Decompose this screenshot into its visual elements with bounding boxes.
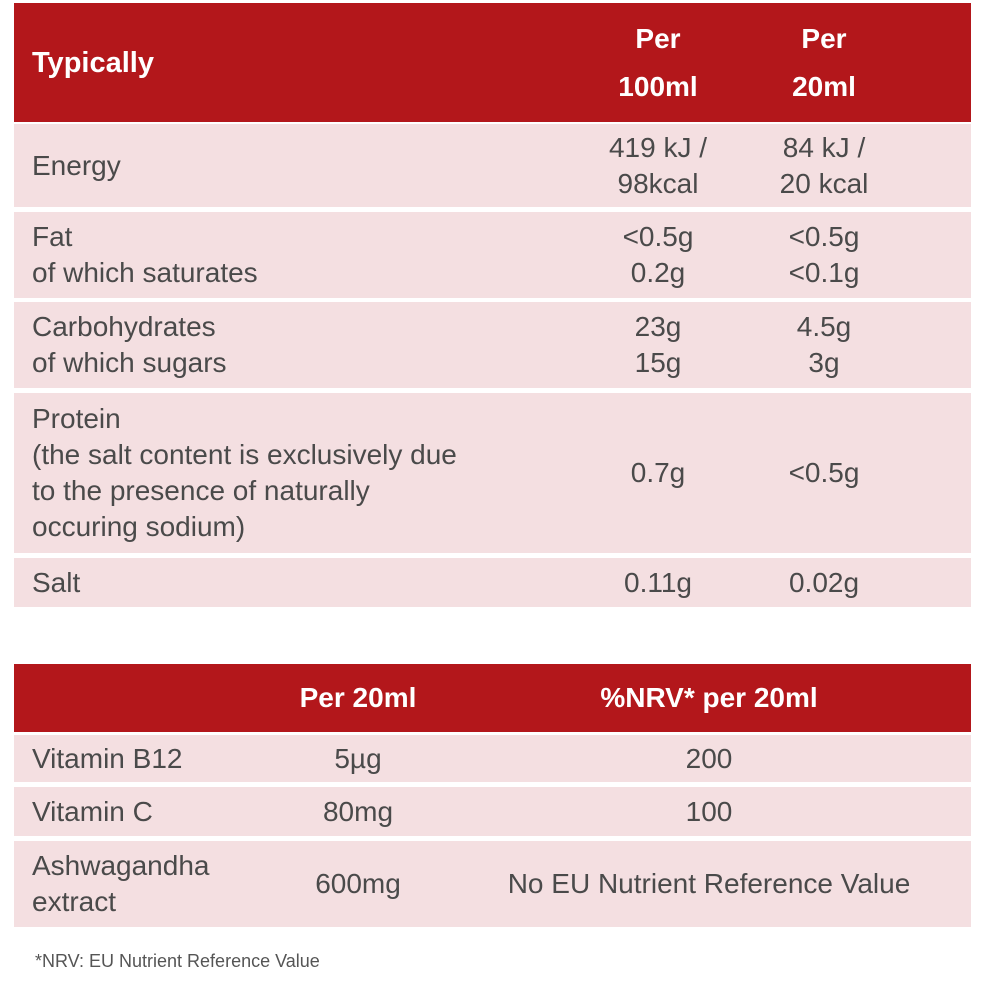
value-nrv: No EU Nutrient Reference Value [507, 868, 911, 899]
vitamin-label-line: Ashwagandha [32, 850, 210, 881]
value-nrv: 100 [685, 795, 733, 827]
value-per-20ml-line: <0.1g [788, 257, 860, 288]
value-per-100ml: 419 kJ / 98kcal [609, 130, 707, 202]
nutrient-label-line: occuring sodium) [32, 511, 246, 542]
value-per-20ml-line: 84 kJ / [782, 131, 866, 163]
table-row: Energy 419 kJ / 98kcal 84 kJ / 20 kcal [14, 124, 971, 207]
vitamins-header-row: Per 20ml %NRV* per 20ml [14, 664, 971, 732]
nutrient-label-line: Salt [32, 566, 81, 598]
table-row: Ashwagandha extract 600mg No EU Nutrient Re… [14, 841, 971, 927]
header-col-per-20ml-line: Per [801, 22, 847, 54]
value-per-100ml-line: 0.7g [630, 457, 686, 488]
value-per-20ml-line: 3g [808, 347, 840, 378]
value-per-100ml-line: 23g [634, 311, 682, 342]
vitamin-label-line: extract [32, 886, 117, 917]
value-per-20ml: 5µg [334, 742, 382, 774]
nutrient-label-line: Energy [32, 149, 121, 181]
value-per-100ml-line: <0.5g [622, 221, 694, 252]
vitamin-label: Ashwagandha extract [32, 848, 209, 920]
vitamin-label-line: Vitamin C [32, 795, 153, 827]
table-row: Vitamin C 80mg 100 [14, 787, 971, 836]
footnote: *NRV: EU Nutrient Reference Value [35, 951, 320, 971]
value-per-100ml: <0.5g 0.2g [623, 219, 694, 291]
header-col-per-100ml-line: 100ml [618, 70, 698, 102]
nutrition-header-row: Typically Per 100ml Per 20ml [14, 3, 971, 122]
header-col-per-100ml-line: Per [635, 22, 681, 54]
value-per-100ml: 23g 15g [635, 309, 682, 381]
value-per-100ml-line: 98kcal [617, 167, 699, 199]
value-per-20ml: <0.5g [789, 455, 860, 491]
nutrient-label-line: Fat [32, 221, 73, 252]
value-per-100ml-line: 0.11g [624, 566, 692, 598]
nutrient-label: Protein (the salt content is exclusively … [32, 401, 457, 545]
table-row: Vitamin B12 5µg 200 [14, 735, 971, 782]
value-per-20ml-line: <0.5g [788, 457, 860, 488]
vitamin-label-line: Vitamin B12 [32, 742, 183, 774]
table-row: Fat of which saturates <0.5g 0.2g <0.5g <0.1g [14, 212, 971, 298]
header-col-per-20ml-line: 20ml [792, 70, 856, 102]
value-per-100ml: 0.11g [624, 565, 692, 601]
value-per-20ml: 0.02g [789, 565, 859, 601]
table-row: Carbohydrates of which sugars 23g 15g 4.5g 3g [14, 302, 971, 388]
nutrient-label-line: of which saturates [32, 257, 258, 288]
value-per-20ml: 84 kJ / 20 kcal [780, 130, 869, 202]
value-per-20ml-line: 0.02g [788, 566, 860, 598]
nutrient-label-line: of which sugars [32, 347, 227, 378]
nutrient-label: Fat of which saturates [32, 219, 258, 291]
nutrient-label-line: (the salt content is exclusively due [32, 439, 457, 470]
table-row: Salt 0.11g 0.02g [14, 558, 971, 607]
value-per-20ml: 4.5g 3g [797, 309, 852, 381]
header-label: Typically [32, 46, 154, 79]
header-col-per-100ml: Per 100ml [618, 15, 697, 111]
header-col-per-20ml: Per 20ml [792, 15, 856, 111]
vitamin-label: Vitamin B12 [32, 741, 182, 777]
value-per-100ml-line: 0.2g [630, 257, 686, 288]
nutrient-label: Energy [32, 148, 121, 184]
value-per-20ml: 600mg [315, 868, 401, 899]
header-col-nrv: %NRV* per 20ml [600, 682, 818, 713]
nutrient-label-line: Protein [32, 403, 121, 434]
table-row: Protein (the salt content is exclusively … [14, 393, 971, 553]
value-per-20ml: <0.5g <0.1g [789, 219, 860, 291]
value-per-100ml-line: 15g [634, 347, 682, 378]
value-per-100ml-line: 419 kJ / [608, 131, 708, 163]
value-per-20ml-line: 4.5g [796, 311, 852, 342]
nutrient-label-line: to the presence of naturally [32, 475, 370, 506]
nutrient-label-line: Carbohydrates [32, 311, 216, 342]
value-per-100ml: 0.7g [631, 455, 686, 491]
header-col-per-20ml: Per 20ml [299, 682, 417, 713]
nutrient-label: Salt [32, 565, 80, 601]
vitamin-label: Vitamin C [32, 794, 153, 830]
nutrient-label: Carbohydrates of which sugars [32, 309, 227, 381]
value-nrv: 200 [685, 742, 733, 774]
value-per-20ml-line: 20 kcal [779, 167, 869, 199]
value-per-20ml: 80mg [322, 795, 394, 827]
value-per-20ml-line: <0.5g [788, 221, 860, 252]
